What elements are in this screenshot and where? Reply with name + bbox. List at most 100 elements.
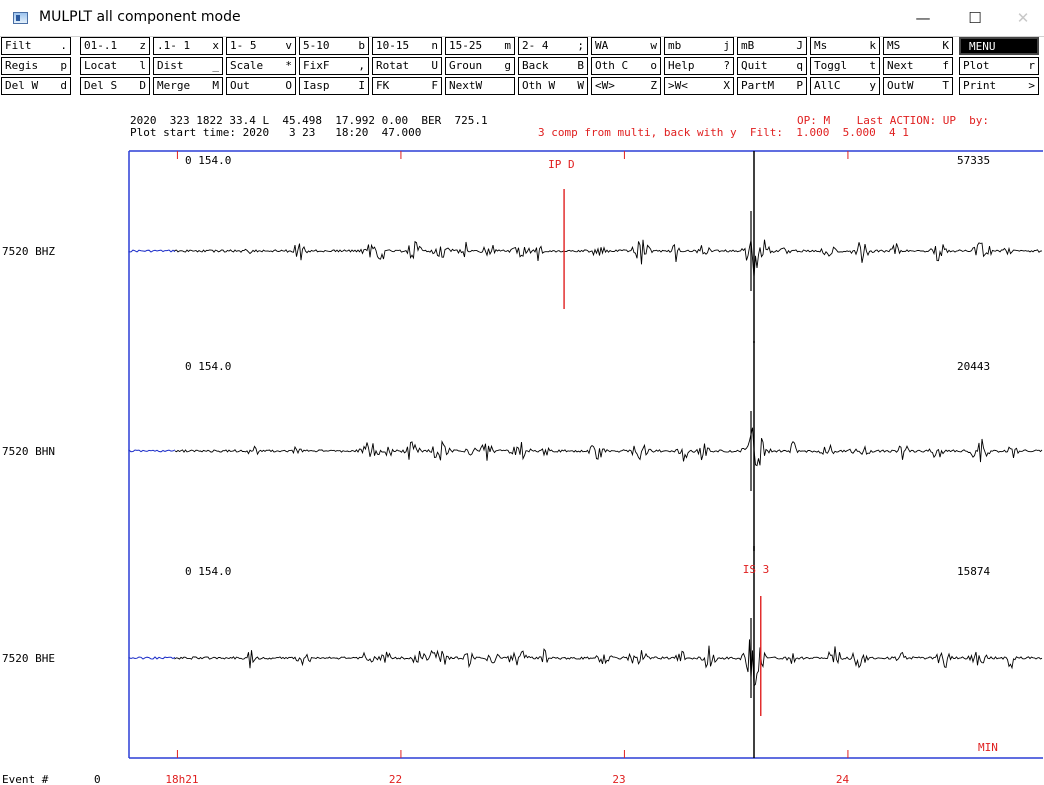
menu-button-shortcut: r [1028,59,1035,72]
menu-button-groun[interactable]: Groun g [445,57,515,75]
menu-button-shortcut: K [942,39,949,52]
menu-button-label: Help [668,59,695,72]
seismic-trace [174,239,1043,278]
seismogram-plot[interactable]: 18h21 22 23 24 MIN 0 154.0 57335 7520 BHZ 0 154.… [0,115,1044,785]
seismic-trace [174,639,1043,688]
menu-button-oth-c[interactable]: Oth C o [591,57,661,75]
menu-button-del-s[interactable]: Del S D [80,77,150,95]
menu-button-shortcut: M [212,79,219,92]
menu-button-locat[interactable]: Locat l [80,57,150,75]
menu-button-iasp[interactable]: Iasp I [299,77,369,95]
menu-button-scale[interactable]: Scale * [226,57,296,75]
menu-button-ms[interactable]: Ms k [810,37,880,55]
menu-button-outw[interactable]: OutW T [883,77,953,95]
menu-button-shortcut: q [796,59,803,72]
channel-max-amplitude: 57335 [957,154,990,167]
menu-button-shortcut: b [358,39,365,52]
menu-button-oth-w[interactable]: Oth W W [518,77,588,95]
menu-button-quit[interactable]: Quit q [737,57,807,75]
menu-button-dist[interactable]: Dist _ [153,57,223,75]
menu-button-shortcut: _ [212,59,219,72]
operator-status: OP: M Last ACTION: UP by: [797,114,990,127]
menu-button-shortcut: I [358,79,365,92]
menu-button-shortcut: x [212,39,219,52]
menu-button-wa[interactable]: WA w [591,37,661,55]
menu-button-shortcut: ; [577,39,584,52]
menu-button-partm[interactable]: PartM P [737,77,807,95]
menu-button-label: 5-10 [303,39,330,52]
menu-button-5-10[interactable]: 5-10 b [299,37,369,55]
channel-offset-label: 0 154.0 [185,360,231,373]
menu-button-label: 01-.1 [84,39,118,52]
menu-button-regis[interactable]: Regis p [1,57,71,75]
menu-button-label: 1- 5 [230,39,257,52]
menu-button-fixf[interactable]: FixF, [299,57,369,75]
menu-button-shortcut: > [1028,79,1035,92]
menu-button-label: PartM [741,79,775,92]
menu-button-label: MS [887,39,901,52]
menu-button-ms[interactable]: MS K [883,37,953,55]
menu-button-shortcut: * [285,59,292,72]
menu-button-shortcut: k [869,39,876,52]
menu-button-back[interactable]: Back B [518,57,588,75]
menu-button-shortcut: D [139,79,146,92]
menu-button-nextw[interactable]: NextW [445,77,515,95]
menu-button-label: Oth W [522,79,556,92]
menu-button-shortcut: B [577,59,584,72]
menu-button-shortcut: Z [650,79,657,92]
menu-button-mb[interactable]: mb j [664,37,734,55]
menu-button-label: Plot [963,59,990,72]
menu-button-label: Del S [84,79,118,92]
menu-button-15-25[interactable]: 15-25 m [445,37,515,55]
menu-button-01-1[interactable]: 01-.1 z [80,37,150,55]
menu-button-label: Del W [5,79,39,92]
menu-button-label: Back [522,59,549,72]
menu-button-shortcut: . [60,39,67,52]
menu-button-toggl[interactable]: Toggl t [810,57,880,75]
menu-button-1-1[interactable]: .1- 1 x [153,37,223,55]
channel-station-label: 7520 BHZ [2,245,55,258]
menu-button-rotat[interactable]: Rotat U [372,57,442,75]
menu-button-plot[interactable]: Plot r [959,57,1039,75]
menu-button-w[interactable]: <W> Z [591,77,661,95]
window-title: MULPLT all component mode [39,9,241,25]
menu-button-shortcut: T [942,79,949,92]
menu-button-mb[interactable]: mB J [737,37,807,55]
menu-button-label: Dist [157,59,184,72]
menu-button-label: Rotat [376,59,410,72]
menu-button-del-w[interactable]: Del W d [1,77,71,95]
app-icon [13,12,28,24]
menu-button-fk[interactable]: FK F [372,77,442,95]
menu-button-w[interactable]: >W< X [664,77,734,95]
menu-button-shortcut: J [796,39,803,52]
title-bar: MULPLT all component mode — ☐ ✕ [0,0,1044,37]
seismic-trace [174,427,1043,467]
minimize-button[interactable]: — [915,9,931,27]
menu-button-shortcut: j [723,39,730,52]
menu-button-shortcut: g [504,59,511,72]
menu-button-next[interactable]: Next f [883,57,953,75]
menu-button-merge[interactable]: Merge M [153,77,223,95]
menu-button-shortcut: p [60,59,67,72]
menu-button-shortcut: z [139,39,146,52]
event-line: 2020 323 1822 33.4 L 45.498 17.992 0.00 … [130,114,488,127]
menu-button-label: Quit [741,59,768,72]
menu-button-allc[interactable]: AllC y [810,77,880,95]
menu-button-label: Groun [449,59,483,72]
menu-button-menu[interactable]: MENU [959,37,1039,55]
menu-button-10-15[interactable]: 10-15 n [372,37,442,55]
menu-button-help[interactable]: Help? [664,57,734,75]
menu-button-label: Out [230,79,250,92]
menu-button-1-5[interactable]: 1- 5 v [226,37,296,55]
menu-button-print[interactable]: Print > [959,77,1039,95]
menu-button-label: AllC [814,79,841,92]
menu-button-label: OutW [887,79,914,92]
close-button[interactable]: ✕ [1016,9,1030,27]
maximize-button[interactable]: ☐ [968,9,982,27]
menu-button-out[interactable]: Out O [226,77,296,95]
menu-button-label: Ms [814,39,828,52]
menu-button-label: Filt [5,39,32,52]
menu-button-filt[interactable]: Filt. [1,37,71,55]
component-filter-note: 3 comp from multi, back with y Filt: 1.0… [538,126,909,139]
menu-button-2-4[interactable]: 2- 4; [518,37,588,55]
